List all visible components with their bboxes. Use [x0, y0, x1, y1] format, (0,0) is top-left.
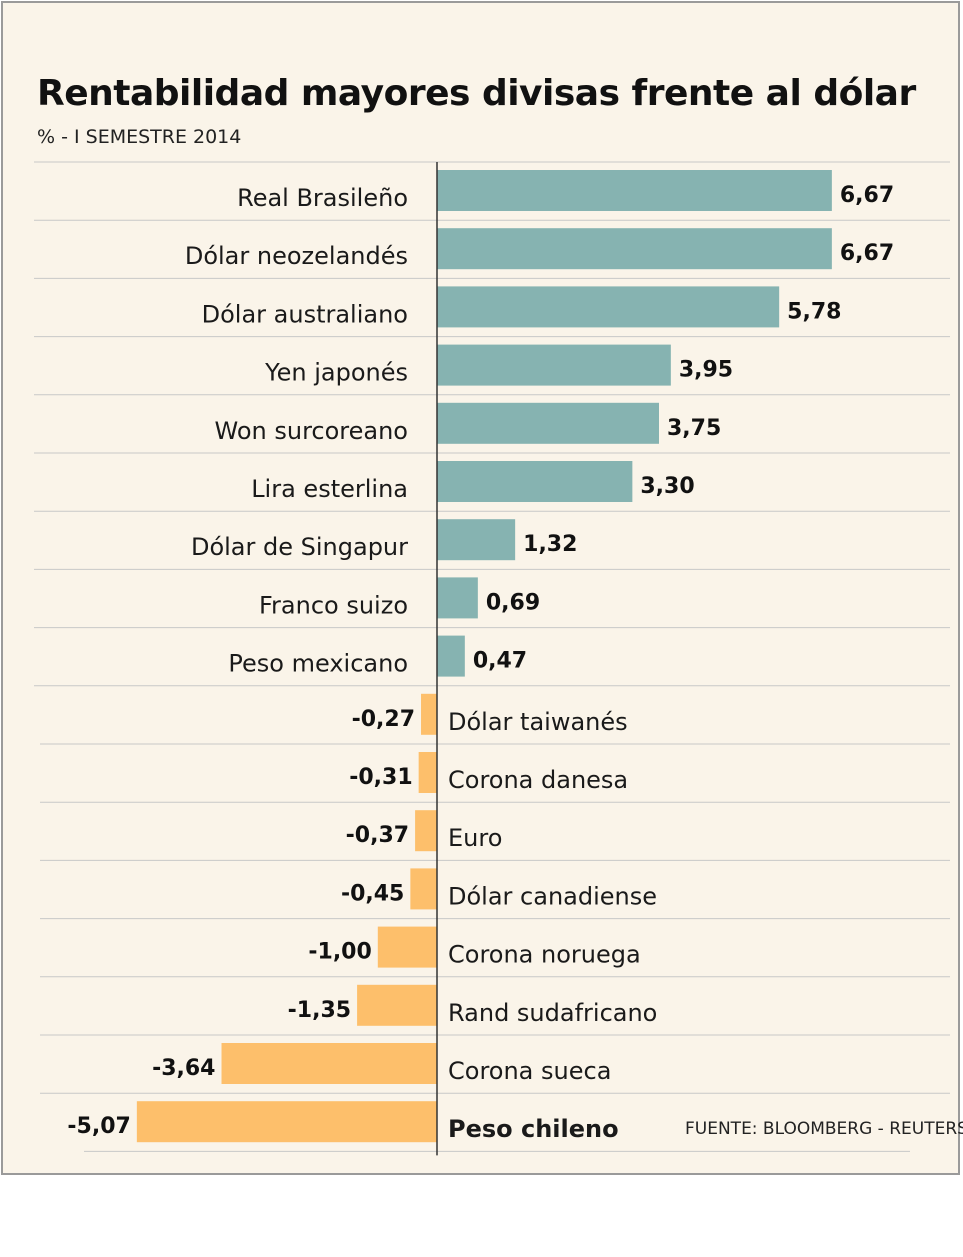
value-label: -1,00: [308, 940, 371, 965]
category-label: Dólar de Singapur: [191, 533, 408, 561]
value-label: 6,67: [840, 241, 894, 266]
value-label: 3,30: [640, 474, 694, 499]
chart-source: FUENTE: BLOOMBERG - REUTERS: [685, 1119, 963, 1139]
value-label: 0,47: [473, 649, 527, 674]
category-label: Corona sueca: [448, 1057, 611, 1085]
value-label: -0,27: [352, 707, 415, 732]
value-label: 1,32: [523, 532, 577, 557]
bar-positive: [437, 577, 478, 619]
category-label: Euro: [448, 824, 502, 852]
category-label: Real Brasileño: [237, 184, 408, 212]
value-label: -5,07: [67, 1114, 130, 1139]
bar-positive: [437, 519, 516, 561]
value-label: 6,67: [840, 183, 894, 208]
category-label: Yen japonés: [264, 359, 408, 387]
value-label: -0,31: [349, 765, 412, 790]
value-label: -0,37: [346, 823, 409, 848]
category-label: Dólar australiano: [202, 300, 408, 328]
bar-negative: [415, 810, 437, 852]
bar-negative: [136, 1101, 437, 1143]
chart-subtitle: % - I SEMESTRE 2014: [37, 126, 242, 148]
value-label: -3,64: [152, 1056, 215, 1081]
category-label: Rand sudafricano: [448, 999, 657, 1027]
category-label: Corona noruega: [448, 941, 641, 969]
category-label: Dólar canadiense: [448, 882, 657, 910]
category-label: Peso mexicano: [228, 650, 408, 678]
bar-positive: [437, 228, 832, 270]
value-label: 5,78: [787, 299, 841, 324]
category-label: Franco suizo: [259, 591, 408, 619]
category-label: Dólar taiwanés: [448, 708, 628, 736]
bar-positive: [437, 461, 633, 502]
chart-title: Rentabilidad mayores divisas frente al d…: [37, 73, 916, 114]
value-label: 0,69: [486, 590, 540, 615]
highlighted-category-label: Peso chileno: [448, 1115, 619, 1143]
value-label: 3,75: [667, 416, 721, 441]
bar-positive: [437, 286, 780, 328]
category-label: Won surcoreano: [215, 417, 409, 445]
bar-positive: [437, 344, 671, 386]
bar-negative: [421, 693, 437, 735]
value-label: -1,35: [288, 998, 351, 1023]
category-label: Dólar neozelandés: [185, 242, 408, 270]
value-label: -0,45: [341, 881, 404, 906]
category-label: Lira esterlina: [251, 475, 408, 503]
value-label: 3,95: [679, 358, 733, 383]
bar-positive: [437, 402, 659, 444]
bar-negative: [377, 926, 437, 968]
bar-positive: [437, 170, 832, 211]
bar-positive: [437, 635, 465, 677]
bar-negative: [221, 1043, 437, 1084]
bar-negative: [357, 984, 437, 1026]
category-label: Corona danesa: [448, 766, 628, 794]
bar-negative: [418, 752, 437, 793]
bar-negative: [410, 868, 437, 910]
